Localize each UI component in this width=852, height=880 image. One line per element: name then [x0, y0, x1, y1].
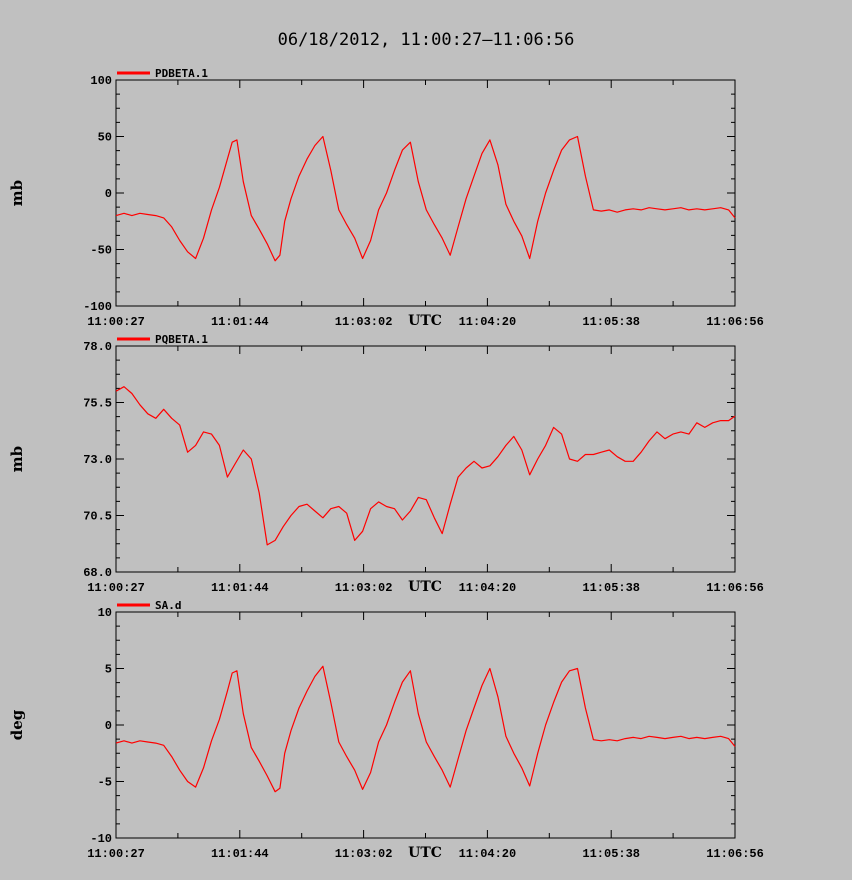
y-tick-label: 73.0 [83, 453, 112, 467]
y-tick-label: 75.5 [83, 397, 112, 411]
y-tick-label: 78.0 [83, 340, 112, 354]
x-tick-label: 11:06:56 [706, 847, 764, 861]
x-axis-label: UTC [408, 579, 442, 595]
legend-label: PDBETA.1 [155, 67, 208, 80]
y-tick-label: 68.0 [83, 566, 112, 580]
y-tick-label: -50 [90, 244, 112, 258]
y-tick-label: -10 [90, 832, 112, 846]
x-tick-label: 11:01:44 [211, 315, 269, 329]
x-axis-label: UTC [408, 313, 442, 329]
x-axis-label: UTC [408, 845, 442, 861]
x-tick-label: 11:05:38 [582, 847, 640, 861]
y-axis-label: mb [8, 446, 26, 472]
y-tick-label: 0 [105, 719, 112, 733]
y-tick-label: -5 [98, 776, 112, 790]
chart-panel-2: 78.0 75.5 73.0 70.5 68.011:00:27 11:01:44 11:0… [8, 333, 764, 595]
y-tick-label: -100 [83, 300, 112, 314]
x-tick-label: 11:06:56 [706, 315, 764, 329]
x-tick-label: 11:05:38 [582, 581, 640, 595]
y-tick-label: 70.5 [83, 510, 112, 524]
x-tick-label: 11:01:44 [211, 581, 269, 595]
y-axis-label: mb [8, 180, 26, 206]
y-tick-label: 5 [105, 663, 112, 677]
series-line [115, 386, 736, 546]
chart-title: 06/18/2012, 11:00:27–11:06:56 [278, 30, 575, 50]
y-tick-label: 0 [105, 187, 112, 201]
x-tick-label: 11:00:27 [87, 315, 145, 329]
plot-frame [115, 79, 736, 307]
x-tick-label: 11:03:02 [335, 315, 393, 329]
y-axis-label: deg [8, 709, 26, 740]
y-tick-label: 50 [98, 131, 112, 145]
plot-frame [115, 345, 736, 573]
x-tick-label: 11:04:20 [459, 315, 517, 329]
x-tick-label: 11:04:20 [459, 847, 517, 861]
legend-label: SA.d [155, 599, 182, 612]
x-tick-label: 11:01:44 [211, 847, 269, 861]
x-tick-label: 11:03:02 [335, 847, 393, 861]
x-tick-label: 11:00:27 [87, 581, 145, 595]
x-tick-label: 11:03:02 [335, 581, 393, 595]
y-tick-label: 100 [90, 74, 112, 88]
x-tick-label: 11:04:20 [459, 581, 517, 595]
series-line [115, 135, 736, 262]
x-tick-label: 11:05:38 [582, 315, 640, 329]
x-tick-label: 11:06:56 [706, 581, 764, 595]
x-tick-label: 11:00:27 [87, 847, 145, 861]
legend-label: PQBETA.1 [155, 333, 208, 346]
plot-frame [115, 611, 736, 839]
y-tick-label: 10 [98, 606, 112, 620]
series-line [115, 665, 736, 793]
